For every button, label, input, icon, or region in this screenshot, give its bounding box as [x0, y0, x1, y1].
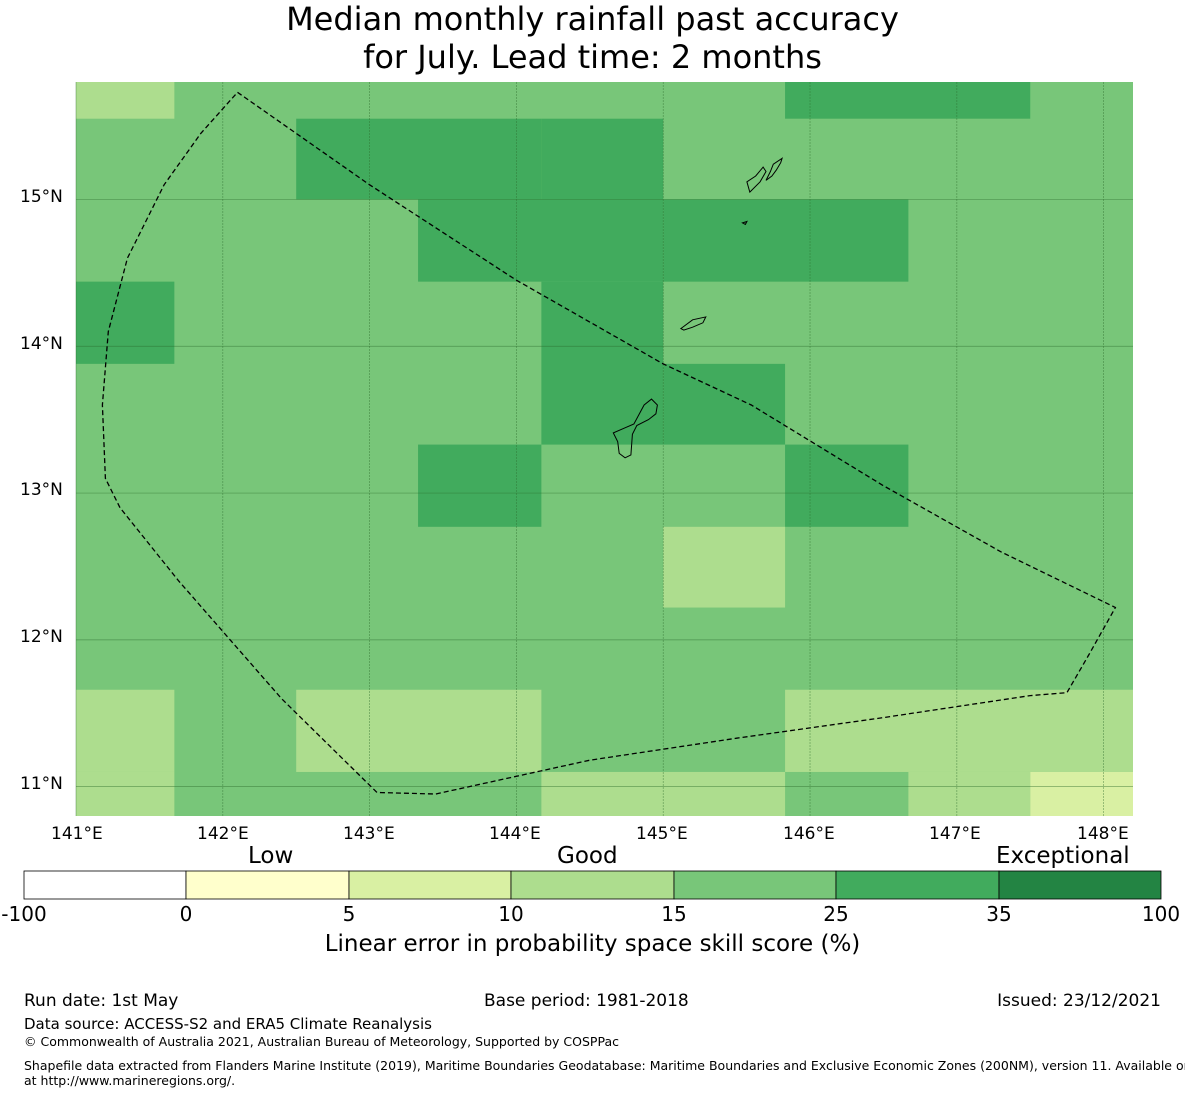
colorbar-segment: [185, 870, 350, 900]
lat-label-12: 12°N: [20, 627, 63, 647]
colorbar-segment: [673, 870, 837, 900]
graticule: [75, 82, 1133, 816]
lon-label-147: 147°E: [929, 824, 981, 844]
skill-cell: [76, 689, 175, 772]
lat-label-13: 13°N: [20, 480, 63, 500]
skill-cell: [296, 118, 542, 200]
colorbar-tick: 5: [342, 902, 356, 926]
colorbar-tick: -100: [1, 902, 47, 926]
island-outline: [679, 316, 707, 331]
lat-label-15: 15°N: [20, 187, 63, 207]
colorbar-segment: [998, 870, 1162, 900]
colorbar-segment: [835, 870, 1000, 900]
colorbar-tick: 100: [1141, 902, 1181, 926]
island-outline: [746, 166, 767, 194]
skill-cell: [76, 281, 175, 364]
lon-label-142: 142°E: [197, 824, 249, 844]
skill-cell: [908, 771, 1031, 816]
skill-cell: [785, 82, 1031, 119]
skill-cell: [296, 689, 542, 772]
title-line-2: for July. Lead time: 2 months: [363, 38, 822, 76]
title-line-1: Median monthly rainfall past accuracy: [286, 0, 899, 38]
lon-label-144: 144°E: [489, 824, 541, 844]
lat-label-14: 14°N: [20, 334, 63, 354]
colorbar-category-low: Low: [248, 843, 294, 869]
issued-date: Issued: 23/12/2021: [997, 991, 1161, 1011]
colorbar-tick: 15: [661, 902, 687, 926]
copyright-notice: © Commonwealth of Australia 2021, Austra…: [24, 1034, 619, 1049]
skill-cell: [541, 118, 664, 200]
lon-label-148: 148°E: [1077, 824, 1129, 844]
lon-label-141: 141°E: [51, 824, 103, 844]
chart-title: Median monthly rainfall past accuracy fo…: [0, 0, 1185, 76]
run-date: Run date: 1st May: [24, 991, 179, 1011]
data-source: Data source: ACCESS-S2 and ERA5 Climate …: [24, 1015, 432, 1033]
skill-cell: [663, 199, 909, 282]
skill-cell: [663, 363, 786, 445]
island-outline: [765, 157, 784, 181]
shapefile-credit-line-2: at http://www.marineregions.org/.: [24, 1073, 236, 1088]
colorbar: [23, 870, 1162, 900]
skill-cells: [76, 82, 1133, 816]
colorbar-label: Linear error in probability space skill …: [324, 931, 861, 957]
base-period: Base period: 1981-2018: [484, 991, 689, 1011]
colorbar-tick: 35: [986, 902, 1012, 926]
colorbar-tick: 10: [498, 902, 524, 926]
lon-label-143: 143°E: [343, 824, 395, 844]
eez-boundary: [101, 91, 1117, 795]
colorbar-category-good: Good: [557, 843, 618, 869]
island-outline: [741, 220, 748, 226]
lon-label-146: 146°E: [783, 824, 835, 844]
lat-label-11: 11°N: [20, 774, 63, 794]
colorbar-segment: [510, 870, 675, 900]
islands: [612, 157, 784, 459]
skill-cell: [541, 281, 664, 445]
skill-cell: [1030, 771, 1133, 816]
skill-cell: [663, 526, 786, 608]
skill-cell: [785, 444, 909, 527]
colorbar-category-exceptional: Exceptional: [996, 843, 1130, 869]
colorbar-segment: [348, 870, 512, 900]
colorbar-segment: [23, 870, 187, 900]
lon-label-145: 145°E: [636, 824, 688, 844]
colorbar-tick: 0: [179, 902, 193, 926]
skill-cell: [785, 689, 1133, 772]
skill-cell: [418, 199, 664, 282]
skill-cell: [76, 82, 175, 119]
shapefile-credit-line-1: Shapefile data extracted from Flanders M…: [24, 1058, 1185, 1073]
colorbar-tick: 25: [823, 902, 849, 926]
island-outline: [612, 398, 658, 459]
skill-cell: [418, 444, 542, 527]
skill-cell: [76, 771, 175, 816]
